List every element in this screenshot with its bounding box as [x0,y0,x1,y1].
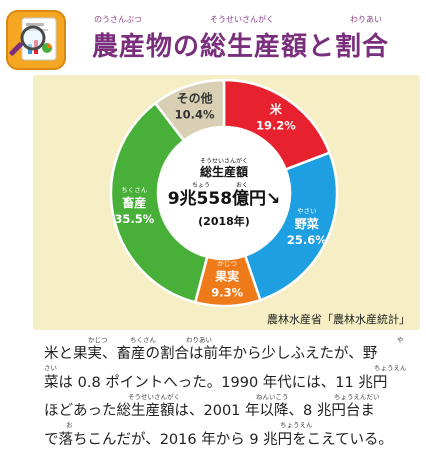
center-year: (2018年) [198,214,250,228]
slice-value-sonota: 10.4% [175,107,215,121]
ruby-kajitsu: かじつ [88,336,108,344]
slice-value-kajitsu: 9.3% [211,285,243,299]
slice-label-kajitsu: 果実 [214,268,239,283]
chart-source: 農林水産省「農林水産統計」 [267,313,410,326]
slice-sonota [153,78,226,143]
title-ruby-3: わりあい [350,15,382,24]
magnifier-over-chart-icon [6,10,66,70]
donut-center [159,128,289,258]
title-ruby-2: そうせいさんがく [210,15,274,24]
body-line-1: 米と果実、畜産の割合は前年から少しふえたが、野 [44,346,378,362]
slice-label-sonota: その他 [177,90,213,105]
slice-ruby-yasai: やさい [297,207,317,215]
center-ruby-oku: おく [236,182,248,189]
header: のうさんぶつ そうせいさんがく わりあい 農産物の総生産額と割合 [0,0,426,80]
slice-label-yasai: 野菜 [295,216,319,231]
ruby-wariai: わりあい [186,336,212,344]
ruby-souseisangaku: そうせいさんがく [128,392,180,401]
body-line-3: ほどあった総生産額は、2001 年以降、8 兆円台ま [44,403,375,419]
ruby-nenikou: ねんいこう [256,393,289,401]
slice-label-chikusan: 畜産 [122,195,146,210]
slice-yasai [243,151,339,302]
ruby-sai: さい [44,364,57,372]
title-ruby-1: のうさんぶつ [94,15,142,24]
ruby-o: お [66,421,73,429]
slice-value-chikusan: 35.5% [114,212,154,226]
slice-value-kome: 19.2% [256,119,296,133]
center-value: 9兆558億円↘ [168,188,281,209]
body-ruby-line-4: お ちょうえん [66,421,313,429]
slice-label-kome: 米 [270,102,283,117]
body-ruby-line-2: さい ちょうえん [44,364,407,372]
center-ruby-chou: ちょう [192,182,210,189]
ruby-chikusan: ちくさん [130,336,157,344]
slice-ruby-chikusan: ちくさん [121,186,148,194]
body-text: かじつ ちくさん わりあい や さい ちょうえん そうせいさんがく ねんいこう … [44,336,416,454]
body-line-2: 菜は 0.8 ポイントへった。1990 年代には、11 兆円 [44,374,388,391]
ruby-chouendai: ちょうえんだい [334,393,380,401]
slice-value-yasai: 25.6% [287,233,327,247]
ruby-chouen-2: ちょうえん [280,421,313,429]
body-ruby-line-3: そうせいさんがく ねんいこう ちょうえんだい [128,392,380,401]
body-line-4: で落ちこんだが、2016 年から 9 兆円をこえている。 [44,431,393,448]
center-label-ruby: そうせいさんがく [200,157,248,165]
page-title: 農産物の総生産額と割合 [92,32,390,62]
slice-chikusan [109,101,209,304]
chart-panel: 米 19.2% やさい 野菜 25.6% かじつ 果実 9.3% ちくさん 畜産 35.5% その他 1… [33,75,420,330]
slice-ruby-kajitsu: かじつ [217,259,237,267]
center-label: 総生産額 [200,164,248,179]
body-ruby-line-1: かじつ ちくさん わりあい や [88,336,404,344]
ruby-ya: や [397,336,404,344]
ruby-chouen: ちょうえん [374,364,407,372]
